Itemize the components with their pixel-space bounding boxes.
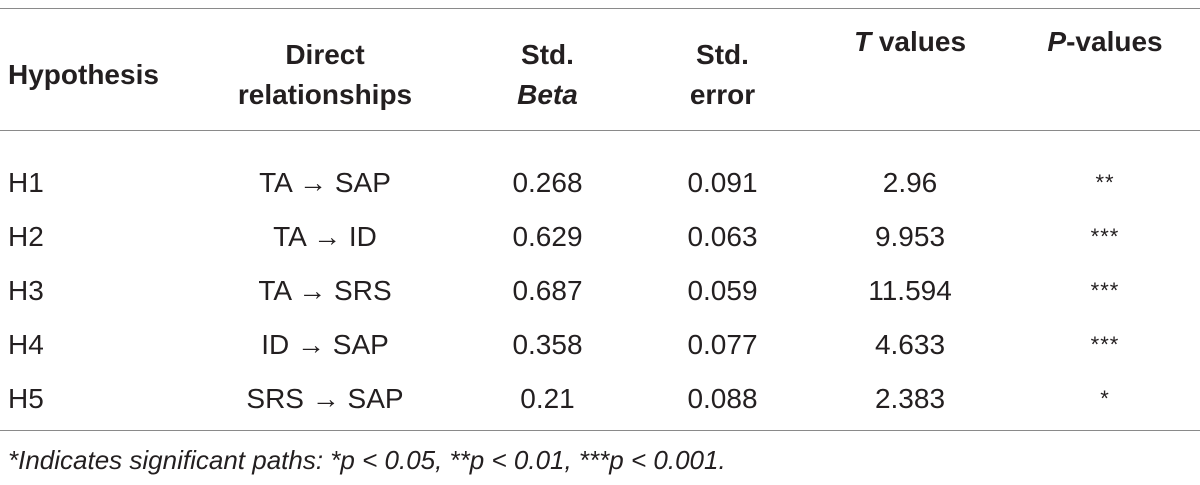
header-std-error: Std. error [689,39,756,110]
cell-relationship: ID → SAP [261,329,389,360]
cell-std-error: 0.059 [687,275,758,306]
cell-t-value: 2.383 [874,383,946,414]
cell-p-value: * [1100,386,1110,411]
table-row: H5 SRS → SAP 0.21 0.088 2.383 * [0,372,1200,426]
cell-t-value: 11.594 [868,275,952,306]
cell-p-value: *** [1090,332,1120,357]
table-footnote: *Indicates significant paths: *p < 0.05,… [8,445,726,475]
header-hypothesis: Hypothesis [8,59,159,90]
table-row: H3 TA → SRS 0.687 0.059 11.594 *** [0,264,1200,318]
cell-hypothesis: H1 [8,167,44,198]
cell-std-error: 0.088 [687,383,758,414]
cell-p-value: ** [1095,170,1115,195]
table-row: H2 TA → ID 0.629 0.063 9.953 *** [0,210,1200,264]
cell-std-beta: 0.21 [520,383,575,414]
cell-t-value: 4.633 [874,329,946,360]
table-row: H1 TA → SAP 0.268 0.091 2.96 ** [0,142,1200,210]
cell-std-error: 0.077 [687,329,758,360]
cell-std-beta: 0.268 [512,167,583,198]
header-direct-relationships: Direct relationships [237,39,413,110]
cell-std-beta: 0.629 [512,221,583,252]
cell-hypothesis: H4 [8,329,44,360]
cell-relationship: TA → ID [273,221,377,252]
cell-hypothesis: H2 [8,221,44,252]
cell-std-error: 0.091 [687,167,758,198]
cell-std-beta: 0.358 [512,329,583,360]
header-t-values: T values [853,26,967,57]
cell-relationship: SRS → SAP [246,383,404,414]
cell-hypothesis: H3 [8,275,44,306]
header-std-beta: Std. Beta [517,39,578,110]
table-row: H4 ID → SAP 0.358 0.077 4.633 *** [0,318,1200,372]
cell-t-value: 9.953 [874,221,946,252]
top-rule [0,8,1200,9]
cell-std-beta: 0.687 [512,275,583,306]
cell-std-error: 0.063 [687,221,758,252]
cell-relationship: TA → SAP [259,167,391,198]
header-rule [0,130,1200,131]
hypothesis-results-table: Hypothesis Direct relationships Std. Bet… [0,8,1200,426]
header-p-values: P-values [1047,26,1163,57]
cell-hypothesis: H5 [8,383,44,414]
bottom-rule [0,430,1200,431]
cell-p-value: *** [1090,224,1120,249]
cell-relationship: TA → SRS [258,275,392,306]
cell-p-value: *** [1090,278,1120,303]
header-row: Hypothesis Direct relationships Std. Bet… [0,8,1200,142]
cell-t-value: 2.96 [882,167,938,198]
